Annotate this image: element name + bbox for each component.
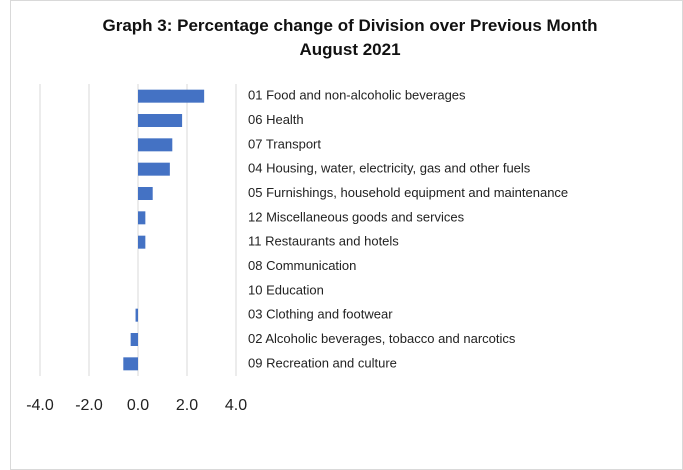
category-label: 12 Miscellaneous goods and services [248, 209, 465, 224]
bar [138, 235, 146, 249]
category-label: 01 Food and non-alcoholic beverages [248, 88, 466, 103]
category-label: 11 Restaurants and hotels [248, 234, 399, 249]
bar [138, 89, 205, 103]
bar [138, 187, 153, 200]
category-label: 02 Alcoholic beverages, tobacco and narc… [248, 331, 516, 346]
bar [138, 114, 183, 127]
bar [135, 308, 138, 322]
bar [138, 211, 146, 225]
category-label: 08 Communication [248, 258, 356, 273]
x-tick-label: -4.0 [26, 397, 54, 414]
category-label: 10 Education [248, 282, 324, 297]
bar [138, 138, 173, 152]
x-tick-label: 4.0 [225, 397, 247, 414]
bar [138, 162, 170, 176]
category-label: 05 Furnishings, household equipment and … [248, 185, 568, 200]
category-label: 06 Health [248, 112, 304, 127]
category-label: 04 Housing, water, electricity, gas and … [248, 161, 531, 176]
category-label: 07 Transport [248, 136, 321, 151]
x-tick-label: 0.0 [127, 397, 149, 414]
bar [130, 333, 138, 346]
x-tick-label: -2.0 [75, 397, 103, 414]
bar [123, 357, 138, 371]
category-label: 03 Clothing and footwear [248, 307, 393, 322]
category-label: 09 Recreation and culture [248, 355, 397, 370]
chart-title: Graph 3: Percentage change of Division o… [102, 16, 598, 59]
x-tick-label: 2.0 [176, 397, 198, 414]
